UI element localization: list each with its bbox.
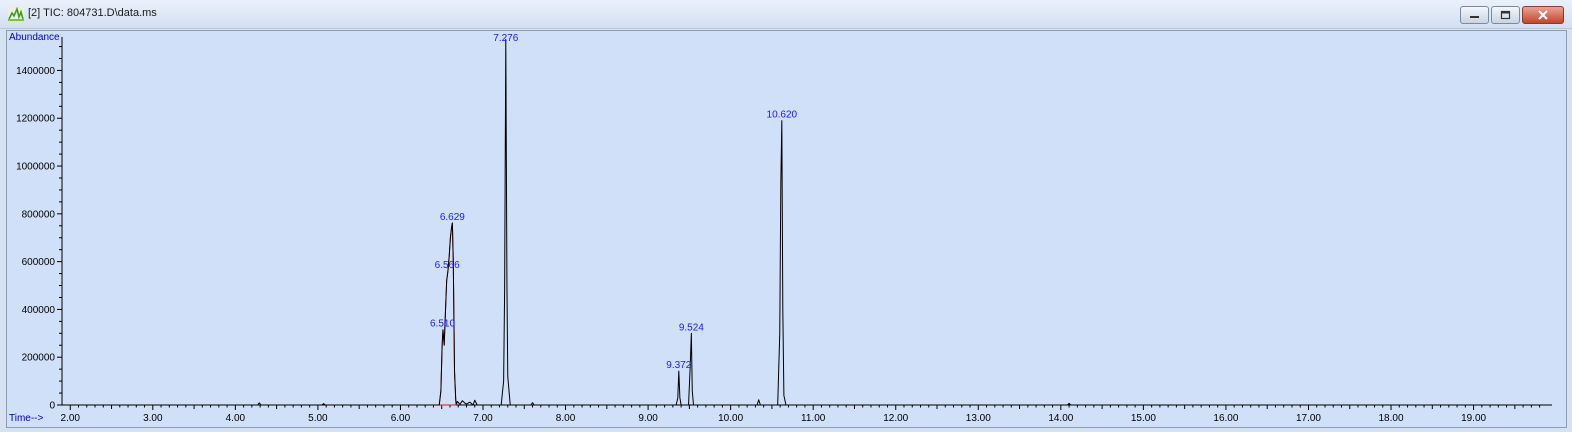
peak-label: 10.620 — [767, 110, 798, 121]
x-tick-label: 13.00 — [966, 413, 991, 424]
minimize-button[interactable] — [1460, 6, 1489, 24]
peak-labels: 6.510 6.566 6.629 7.276 9.372 9.524 10.620 — [430, 33, 798, 371]
tic-chromatogram: 0 200000 400000 600000 800000 1000000 1200000 1… — [9, 32, 1552, 424]
x-tick-label: 17.00 — [1296, 413, 1321, 424]
y-axis-label: Abundance — [9, 32, 60, 43]
title-bar[interactable]: [2] TIC: 804731.D\data.ms — [0, 0, 1572, 29]
minimize-icon — [1470, 16, 1479, 18]
chromatogram-app-icon — [8, 7, 24, 21]
y-tick-label: 1400000 — [16, 66, 55, 77]
y-tick-label: 800000 — [22, 209, 56, 220]
peak-label: 6.629 — [440, 212, 465, 223]
tic-trace — [62, 38, 1552, 406]
x-tick-label: 6.00 — [391, 413, 411, 424]
y-tick-label: 1200000 — [16, 114, 55, 125]
x-tick-label: 9.00 — [638, 413, 658, 424]
x-tick-label: 3.00 — [143, 413, 163, 424]
x-tick-label: 15.00 — [1131, 413, 1156, 424]
x-tick-label: 14.00 — [1048, 413, 1073, 424]
x-tick-label: 12.00 — [883, 413, 908, 424]
close-icon — [1538, 10, 1548, 20]
x-axis: 2.00 3.00 4.00 5.00 6.00 7.00 8.00 9.00 10.00 11.… — [61, 404, 1552, 424]
x-tick-label: 16.00 — [1213, 413, 1238, 424]
x-tick-label: 18.00 — [1379, 413, 1404, 424]
x-tick-label: 10.00 — [718, 413, 743, 424]
x-axis-label: Time--> — [9, 413, 44, 424]
chromatogram-plot-area[interactable]: 0 200000 400000 600000 800000 1000000 1200000 1… — [6, 30, 1567, 428]
peak-label: 6.510 — [430, 319, 455, 330]
x-tick-label: 19.00 — [1461, 413, 1486, 424]
peak-label: 6.566 — [435, 260, 460, 271]
x-tick-label: 8.00 — [556, 413, 576, 424]
y-tick-label: 200000 — [22, 353, 56, 364]
x-tick-label: 11.00 — [801, 413, 826, 424]
x-tick-label: 7.00 — [473, 413, 493, 424]
close-button[interactable] — [1522, 6, 1564, 24]
y-axis: 0 200000 400000 600000 800000 1000000 1200000 1… — [16, 37, 63, 412]
series-line-tic — [62, 38, 1552, 406]
peak-label: 7.276 — [493, 33, 518, 44]
peak-label: 9.372 — [666, 360, 691, 371]
restore-button[interactable] — [1491, 6, 1520, 24]
y-tick-label: 1000000 — [16, 162, 55, 173]
x-tick-label: 5.00 — [308, 413, 328, 424]
window-controls — [1460, 6, 1564, 24]
x-tick-label: 4.00 — [226, 413, 246, 424]
y-tick-label: 600000 — [22, 257, 56, 268]
x-tick-label: 2.00 — [61, 413, 81, 424]
restore-icon — [1500, 10, 1511, 20]
window-title: [2] TIC: 804731.D\data.ms — [28, 7, 157, 19]
peak-label: 9.524 — [679, 322, 704, 333]
y-tick-label: 400000 — [22, 305, 56, 316]
y-tick-label: 0 — [49, 401, 55, 412]
